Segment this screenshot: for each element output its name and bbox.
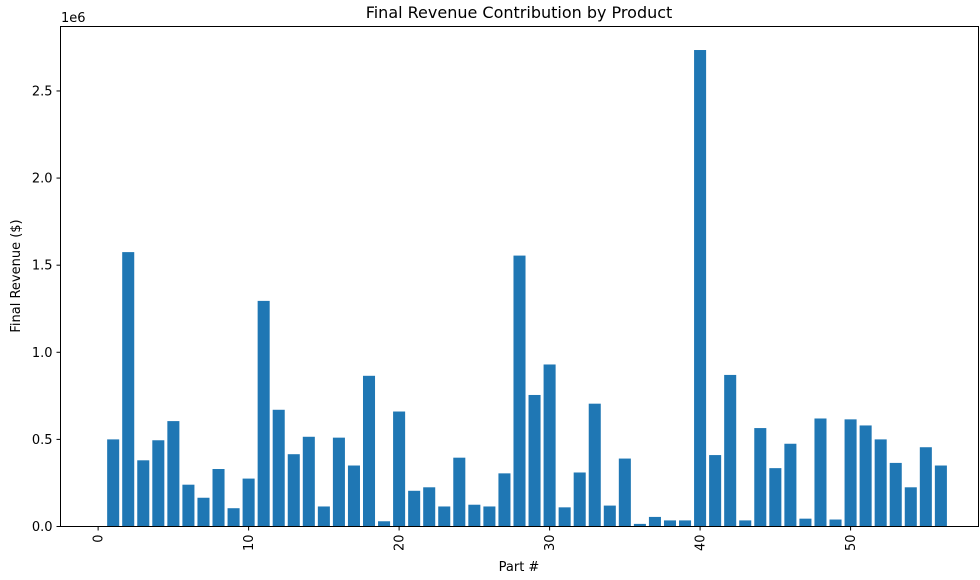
bar-part-15: [317, 506, 330, 527]
x-axis-label: Part #: [499, 560, 540, 575]
y-tick-label: 2.5: [32, 84, 53, 99]
x-tick-label: 0: [92, 535, 107, 543]
bar-part-18: [362, 375, 376, 527]
x-tick-label: 40: [694, 535, 709, 552]
bar-part-40: [694, 50, 707, 527]
bar-part-27: [498, 473, 511, 527]
bar-part-55: [919, 447, 932, 527]
bar-part-26: [483, 506, 496, 527]
bar-part-36: [633, 523, 646, 527]
bar-part-53: [889, 462, 902, 527]
bar-part-28: [513, 255, 526, 527]
bar-part-22: [423, 487, 436, 527]
bar-part-2: [122, 252, 135, 527]
bar-part-37: [648, 516, 661, 527]
y-tick-label: 0.0: [32, 520, 53, 535]
x-tick-label: 50: [844, 535, 859, 552]
bar-part-41: [709, 455, 722, 527]
y-tick-label: 0.5: [32, 433, 53, 448]
bar-part-23: [438, 506, 451, 527]
bar-part-1: [107, 439, 120, 527]
bar-part-48: [814, 418, 827, 527]
y-axis-label: Final Revenue ($): [9, 219, 24, 332]
bar-part-17: [347, 465, 360, 527]
bar-part-43: [739, 520, 752, 527]
x-tick-label: 10: [242, 535, 257, 552]
bar-part-51: [859, 425, 872, 527]
bar-part-42: [724, 374, 737, 527]
x-tick-label: 20: [393, 535, 408, 552]
bar-part-33: [588, 403, 601, 527]
bar-part-8: [212, 469, 225, 527]
bar-part-11: [257, 300, 270, 527]
bar-part-4: [152, 440, 165, 527]
plot-frame: [60, 26, 979, 527]
bar-part-29: [528, 394, 541, 527]
bar-part-21: [408, 490, 421, 527]
bar-part-49: [829, 519, 842, 527]
bar-part-13: [287, 454, 300, 527]
bar-part-25: [468, 504, 481, 527]
bar-part-54: [904, 487, 917, 527]
bar-part-9: [227, 508, 240, 527]
y-tick-label: 2.0: [32, 172, 53, 187]
bar-part-50: [844, 419, 857, 527]
bar-part-34: [603, 505, 616, 527]
bar-part-7: [197, 497, 210, 527]
bar-part-52: [874, 439, 887, 527]
bar-part-44: [754, 428, 767, 527]
bar-part-30: [543, 364, 556, 527]
y-offset-label: 1e6: [61, 11, 86, 26]
bar-part-32: [573, 472, 586, 527]
bar-part-56: [934, 465, 947, 527]
bar-part-38: [663, 520, 677, 527]
x-tick-label: 30: [543, 535, 558, 552]
bar-part-19: [378, 521, 391, 527]
y-tick-label: 1.5: [32, 259, 53, 274]
bar-part-45: [769, 468, 782, 527]
chart-title: Final Revenue Contribution by Product: [366, 3, 673, 22]
bar-part-5: [167, 421, 180, 527]
bar-part-39: [679, 520, 692, 527]
y-axis: 0.0 0.5 1.0 1.5 2.0 2.5: [32, 84, 61, 535]
bar-part-46: [784, 443, 797, 527]
y-tick-label: 1.0: [32, 346, 53, 361]
bar-part-16: [332, 437, 345, 527]
bar-part-6: [182, 484, 195, 527]
x-axis: 0 10 20 30 40 50: [92, 526, 859, 552]
bar-part-10: [242, 478, 255, 527]
bar-part-35: [618, 458, 631, 527]
bar-part-20: [393, 411, 406, 527]
bar-part-12: [272, 409, 285, 527]
bar-part-3: [137, 460, 150, 527]
bar-part-31: [558, 507, 571, 527]
bar-part-47: [799, 518, 812, 527]
bar-part-14: [302, 436, 315, 527]
bars-group: [107, 50, 947, 527]
bar-part-24: [453, 457, 466, 527]
